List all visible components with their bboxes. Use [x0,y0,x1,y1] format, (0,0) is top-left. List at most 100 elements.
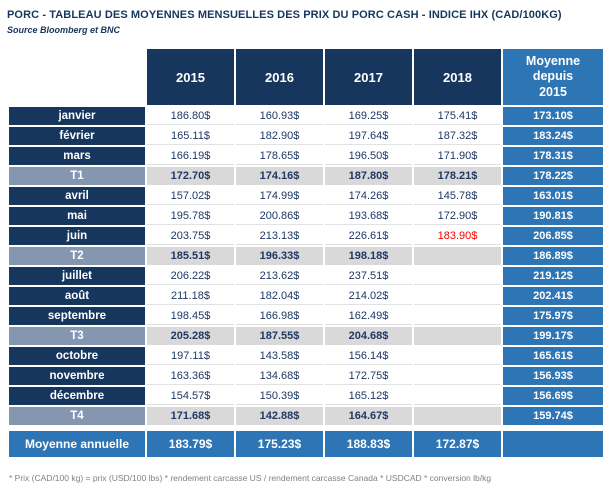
table-row: septembre 198.45$ 166.98$ 162.49$ 175.97$ [9,307,603,325]
value-cell: 226.61$ [325,227,412,245]
value-cell: 206.22$ [147,267,234,285]
average-cell: 159.74$ [503,407,603,425]
row-label-cell: T4 [9,407,145,425]
average-cell: 156.69$ [503,387,603,405]
value-cell: 164.67$ [325,407,412,425]
spacer-cell [9,427,603,429]
average-cell: 199.17$ [503,327,603,345]
table-row: octobre 197.11$ 143.58$ 156.14$ 165.61$ [9,347,603,365]
value-cell: 211.18$ [147,287,234,305]
column-header-2017: 2017 [325,49,412,105]
average-cell: 156.93$ [503,367,603,385]
value-cell: 178.21$ [414,167,501,185]
value-cell: 197.11$ [147,347,234,365]
value-cell: 213.13$ [236,227,323,245]
value-cell: 198.45$ [147,307,234,325]
average-cell: 183.24$ [503,127,603,145]
table-row: mars 166.19$ 178.65$ 196.50$ 171.90$ 178.31$ [9,147,603,165]
row-spacer [9,427,603,429]
value-cell: 183.79$ [147,431,234,457]
row-label-cell: mai [9,207,145,225]
value-cell: 213.62$ [236,267,323,285]
value-cell: 175.41$ [414,107,501,125]
value-cell: 174.16$ [236,167,323,185]
row-label-cell: avril [9,187,145,205]
column-header-2015: 2015 [147,49,234,105]
average-cell: 206.85$ [503,227,603,245]
value-cell [414,367,501,385]
average-cell: 178.22$ [503,167,603,185]
value-cell: 172.87$ [414,431,501,457]
table-row: janvier 186.80$ 160.93$ 169.25$ 175.41$ 173.1… [9,107,603,125]
average-cell: 165.61$ [503,347,603,365]
value-cell: 183.90$ [414,227,501,245]
value-cell: 166.19$ [147,147,234,165]
average-cell: 202.41$ [503,287,603,305]
value-cell: 178.65$ [236,147,323,165]
value-cell [414,307,501,325]
table-row: août 211.18$ 182.04$ 214.02$ 202.41$ [9,287,603,305]
average-cell: 178.31$ [503,147,603,165]
table-body: janvier 186.80$ 160.93$ 169.25$ 175.41$ 173.1… [9,107,603,457]
value-cell: 166.98$ [236,307,323,325]
value-cell: 171.68$ [147,407,234,425]
value-cell: 204.68$ [325,327,412,345]
row-label-cell: T3 [9,327,145,345]
average-cell: 190.81$ [503,207,603,225]
value-cell [414,327,501,345]
value-cell: 182.04$ [236,287,323,305]
value-cell: 237.51$ [325,267,412,285]
value-cell: 172.90$ [414,207,501,225]
value-cell: 163.36$ [147,367,234,385]
value-cell [414,267,501,285]
table-row: juin 203.75$ 213.13$ 226.61$ 183.90$ 206.85$ [9,227,603,245]
value-cell: 143.58$ [236,347,323,365]
table-row: mai 195.78$ 200.86$ 193.68$ 172.90$ 190.81$ [9,207,603,225]
average-cell: 175.97$ [503,307,603,325]
row-label-cell: T2 [9,247,145,265]
table-row: T2 185.51$ 196.33$ 198.18$ 186.89$ [9,247,603,265]
value-cell: 185.51$ [147,247,234,265]
value-cell: 187.32$ [414,127,501,145]
value-cell: 165.11$ [147,127,234,145]
value-cell: 157.02$ [147,187,234,205]
value-cell: 160.93$ [236,107,323,125]
row-label-cell: juin [9,227,145,245]
row-label-cell: juillet [9,267,145,285]
value-cell: 198.18$ [325,247,412,265]
avg-header-text: Moyenne depuis 2015 [525,53,581,99]
table-row: T4 171.68$ 142.88$ 164.67$ 159.74$ [9,407,603,425]
value-cell: 188.83$ [325,431,412,457]
report-page: PORC - TABLEAU DES MOYENNES MENSUELLES D… [7,9,605,483]
value-cell [414,387,501,405]
row-label-cell: août [9,287,145,305]
value-cell: 172.75$ [325,367,412,385]
value-cell: 142.88$ [236,407,323,425]
value-cell: 193.68$ [325,207,412,225]
column-header-moyenne-depuis-2015: Moyenne depuis 2015 [503,49,603,105]
value-cell: 145.78$ [414,187,501,205]
row-label-cell: novembre [9,367,145,385]
table-row: novembre 163.36$ 134.68$ 172.75$ 156.93$ [9,367,603,385]
value-cell: 171.90$ [414,147,501,165]
price-table: 2015 2016 2017 2018 Moyenne depuis 2015 … [7,47,605,459]
value-cell: 214.02$ [325,287,412,305]
corner-cell [9,49,145,105]
row-label-cell: septembre [9,307,145,325]
row-label-cell: février [9,127,145,145]
page-title: PORC - TABLEAU DES MOYENNES MENSUELLES D… [7,9,562,21]
value-cell: 195.78$ [147,207,234,225]
value-cell: 172.70$ [147,167,234,185]
value-cell: 196.50$ [325,147,412,165]
value-cell: 156.14$ [325,347,412,365]
value-cell: 175.23$ [236,431,323,457]
value-cell: 186.80$ [147,107,234,125]
average-cell: 173.10$ [503,107,603,125]
value-cell: 174.99$ [236,187,323,205]
value-cell: 165.12$ [325,387,412,405]
row-label-cell: mars [9,147,145,165]
value-cell [414,407,501,425]
row-label-cell: janvier [9,107,145,125]
value-cell: 187.55$ [236,327,323,345]
value-cell: 169.25$ [325,107,412,125]
